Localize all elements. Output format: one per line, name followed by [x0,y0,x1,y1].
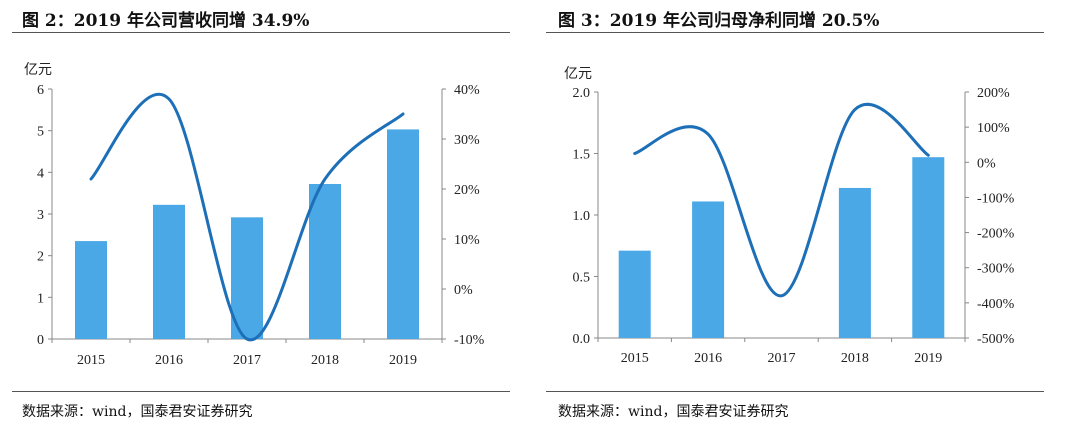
y-right-tick-label: -200% [977,227,1015,242]
y-left-unit-label: 亿元 [24,62,52,78]
y-right-tick-label: 20% [454,183,480,198]
y-right-tick-label: -100% [977,191,1015,206]
y-left-tick-label: 4 [37,166,44,181]
x-tick-label: 2018 [311,353,339,368]
x-tick-label: 2015 [77,353,105,368]
y-right-tick-label: -400% [977,297,1015,312]
bar [618,250,651,338]
x-tick-label: 2018 [841,351,869,366]
source-note: 数据来源：wind，国泰君安证券研究 [558,404,789,420]
bar [153,204,185,339]
y-right-tick-label: 40% [454,83,480,98]
source-divider [546,391,1044,392]
x-tick-label: 2016 [155,353,183,368]
source-note: 数据来源：wind，国泰君安证券研究 [22,404,253,420]
y-right-tick-label: 0% [977,156,996,171]
bar [912,157,945,338]
y-right-tick-label: 200% [977,86,1010,101]
bar [75,241,107,339]
y-left-tick-label: 2 [37,250,44,265]
y-right-tick-label: 30% [454,133,480,148]
y-right-tick-label: -300% [977,262,1015,277]
bar [387,129,419,339]
bar [231,217,263,339]
y-left-tick-label: 1.0 [573,209,591,224]
x-tick-label: 2017 [233,353,261,368]
y-left-tick-label: 1 [37,291,44,306]
y-left-tick-label: 3 [37,208,44,223]
title-divider [546,32,1044,33]
chart-panel-net-profit: 图 3：2019 年公司归母净利同增 20.5% 0.0 0.5 1.0 1.5 2.0… [540,0,1080,430]
net-profit-chart: 0.0 0.5 1.0 1.5 2.0 -500% -400% -300% -200% -100%… [564,66,1015,366]
chart-title: 图 3：2019 年公司归母净利同增 20.5% [558,11,880,31]
x-tick-label: 2019 [389,353,417,368]
y-right-tick-label: 10% [454,233,480,248]
y-left-tick-label: 0 [37,333,44,348]
chart-title: 图 2：2019 年公司营收同增 34.9% [22,11,310,31]
y-left-tick-label: 2.0 [573,86,591,101]
y-left-tick-label: 5 [37,125,44,140]
bar [838,187,871,338]
y-right-tick-label: -10% [454,333,485,348]
chart-panel-revenue: 图 2：2019 年公司营收同增 34.9% 0 1 2 3 4 5 6 -10% 0% 10% 2… [12,11,510,420]
x-tick-label: 2017 [768,351,796,366]
growth-rate-line [633,102,930,298]
y-right-tick-label: 0% [454,283,473,298]
revenue-chart: 0 1 2 3 4 5 6 -10% 0% 10% 20% 30% 40% 亿元 2015 2016 2017 2… [24,62,485,368]
y-right-tick-label: 100% [977,121,1010,136]
source-divider [12,391,510,392]
x-tick-label: 2019 [914,351,942,366]
growth-rate-line [89,92,405,342]
y-left-tick-label: 6 [37,83,44,98]
y-left-unit-label: 亿元 [564,66,592,82]
y-left-tick-label: 0.0 [573,332,591,347]
bar [692,201,725,338]
x-tick-label: 2015 [621,351,649,366]
x-tick-label: 2016 [694,351,722,366]
y-left-tick-label: 0.5 [573,271,591,286]
y-right-tick-label: -500% [977,332,1015,347]
title-divider [12,32,510,33]
bar [309,184,341,339]
y-left-tick-label: 1.5 [573,148,591,163]
